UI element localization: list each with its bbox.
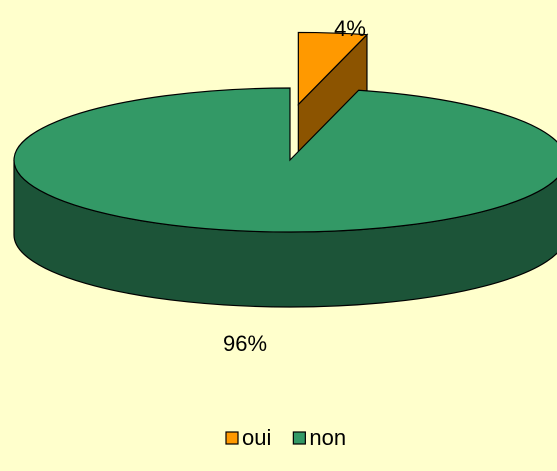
data-label: 96% [223, 331, 267, 356]
legend-label: non [309, 425, 346, 450]
legend-label: oui [242, 425, 271, 450]
legend-swatch [292, 431, 306, 445]
pie-slice [297, 31, 369, 106]
data-label: 4% [334, 16, 366, 41]
pie-slice [13, 87, 557, 233]
legend-swatch [225, 431, 239, 445]
